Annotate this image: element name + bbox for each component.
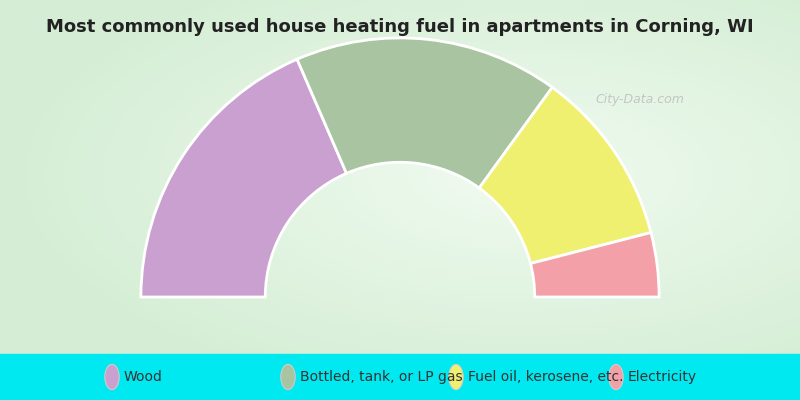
- Text: Fuel oil, kerosene, etc.: Fuel oil, kerosene, etc.: [468, 370, 623, 384]
- Text: Most commonly used house heating fuel in apartments in Corning, WI: Most commonly used house heating fuel in…: [46, 18, 754, 36]
- Text: Bottled, tank, or LP gas: Bottled, tank, or LP gas: [300, 370, 462, 384]
- Wedge shape: [297, 38, 552, 188]
- Ellipse shape: [609, 364, 623, 390]
- Text: City-Data.com: City-Data.com: [595, 94, 685, 106]
- Ellipse shape: [449, 364, 463, 390]
- Wedge shape: [479, 87, 651, 264]
- Ellipse shape: [105, 364, 119, 390]
- Text: Electricity: Electricity: [628, 370, 697, 384]
- Wedge shape: [141, 59, 346, 297]
- Wedge shape: [530, 232, 659, 297]
- Bar: [0, 354, 800, 400]
- Text: Wood: Wood: [124, 370, 163, 384]
- Ellipse shape: [281, 364, 295, 390]
